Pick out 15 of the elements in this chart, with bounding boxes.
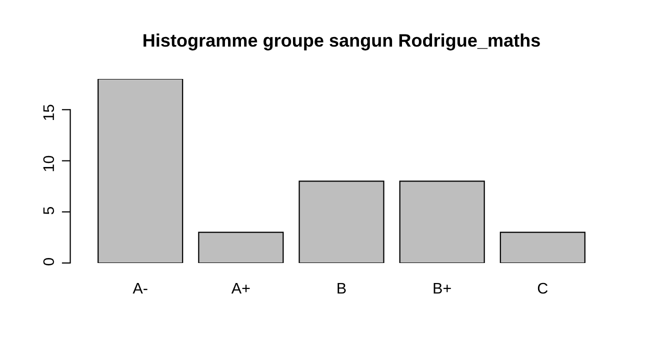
x-tick-label: B [338,283,346,294]
x-tick-label: B+ [434,283,451,294]
x-tick-label: A- [132,283,148,294]
y-tick-label: 0 [43,258,54,266]
bar [298,180,384,263]
y-tick-label: 10 [43,156,54,172]
x-tick-label: A+ [231,283,250,294]
bar [399,180,485,263]
bar [198,232,284,263]
y-tick-label: 15 [43,104,54,120]
chart-title: Histogramme groupe sangun Rodrigue_maths [144,34,540,50]
bar [500,232,586,263]
y-tick-label: 5 [43,206,54,214]
x-tick-label: C [538,282,548,294]
bar [98,79,184,263]
